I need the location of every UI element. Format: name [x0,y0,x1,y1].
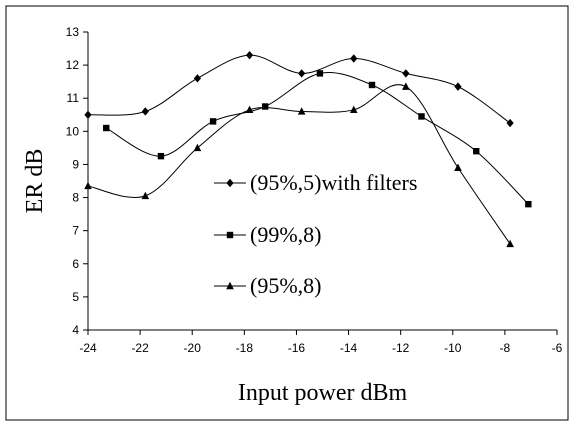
x-tick-label: -6 [552,341,563,355]
chart-border [5,5,569,421]
data-point-square [418,113,425,120]
data-point-square [209,118,217,125]
data-point-triangle [506,239,514,248]
series-3 [84,82,514,248]
data-point-square [473,148,480,155]
data-point-diamond [141,107,149,116]
data-point-diamond [245,50,254,60]
legend-label: (99%,8) [250,222,321,247]
y-tick-label: 4 [72,323,79,337]
series-line [87,84,511,245]
data-point-square [525,200,532,208]
data-point-diamond [506,118,514,128]
y-tick-label: 13 [66,25,80,39]
y-tick-label: 11 [67,91,80,105]
legend-entry: (95%,5)with filters [214,170,417,195]
y-tick-label: 6 [72,257,79,271]
data-point-triangle [245,105,254,114]
x-tick-label: -24 [79,341,97,355]
legend-marker-diamond [226,178,234,188]
x-tick-label: -20 [184,341,202,355]
y-tick-label: 10 [66,124,80,138]
data-point-square [316,70,324,77]
x-tick-label: -14 [340,341,358,355]
y-tick-label: 12 [66,58,80,72]
data-point-square [103,124,110,132]
data-point-diamond [402,69,410,78]
series-1 [84,50,514,128]
data-point-square [157,152,165,160]
legend-entry: (99%,8) [214,222,321,247]
legend-marker-square [226,231,234,239]
data-point-square [261,103,269,110]
y-tick-label: 8 [72,191,79,205]
x-tick-label: -10 [444,341,462,355]
data-point-diamond [298,69,306,78]
data-point-triangle [141,191,150,200]
x-tick-label: -8 [500,341,511,355]
x-tick-label: -16 [288,341,306,355]
x-axis-label: Input power dBm [238,380,408,406]
y-tick-label: 7 [72,224,79,238]
y-axis-label: ER dB [22,149,48,214]
data-point-diamond [84,110,92,119]
legend-label: (95%,8) [250,273,321,298]
y-tick-label: 5 [72,290,79,304]
series-2 [103,70,532,208]
x-tick-label: -22 [131,341,149,355]
data-point-triangle [454,163,462,171]
legend-label: (95%,5)with filters [250,170,417,195]
data-point-triangle [193,143,202,152]
data-point-triangle [84,181,92,190]
data-point-triangle [349,105,358,114]
data-point-diamond [193,74,202,83]
x-tick-label: -18 [236,341,254,355]
data-point-triangle [297,107,306,115]
x-tick-label: -12 [392,341,410,355]
y-tick-label: 9 [72,157,79,171]
data-point-diamond [454,82,462,91]
data-point-diamond [350,54,358,63]
data-point-square [368,81,376,89]
legend-entry: (95%,8) [214,273,321,298]
data-point-triangle [402,82,410,90]
legend-marker-triangle [226,281,234,290]
